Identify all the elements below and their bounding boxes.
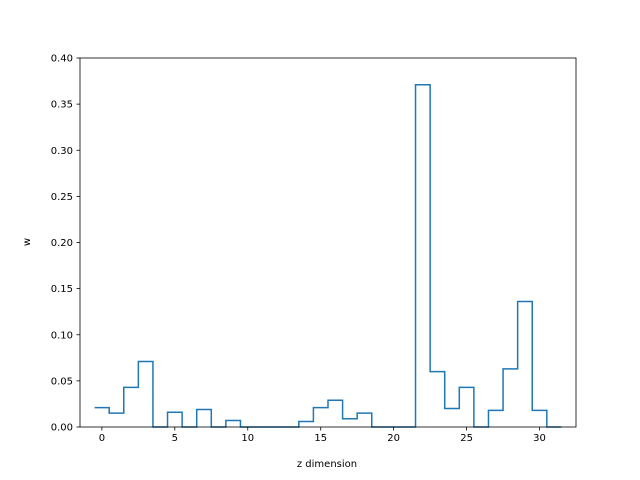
x-tick-label: 20: [387, 433, 400, 444]
y-tick-label: 0.15: [51, 284, 73, 295]
x-tick-label: 30: [533, 433, 546, 444]
x-tick-label: 15: [314, 433, 327, 444]
plot-area: [94, 84, 562, 428]
y-axis-label: w: [22, 238, 33, 246]
y-tick-label: 0.35: [51, 100, 73, 111]
y-tick-label: 0.20: [51, 238, 73, 249]
y-tick-label: 0.25: [51, 192, 73, 203]
y-tick-label: 0.30: [51, 146, 73, 157]
series-step-line: [94, 84, 562, 428]
y-tick-label: 0.10: [51, 330, 73, 341]
x-tick-label: 25: [460, 433, 473, 444]
x-tick-label: 10: [241, 433, 254, 444]
y-tick-label: 0.00: [51, 423, 73, 434]
x-tick-label: 0: [99, 433, 105, 444]
y-tick-label: 0.40: [51, 54, 73, 65]
y-tick-label: 0.05: [51, 376, 73, 387]
x-tick-label: 5: [172, 433, 178, 444]
axes: 0 5 10 15 20 25 30 0.00 0.05 0.10 0.15 0.20 0.25 0.30…: [51, 54, 577, 444]
x-axis-label: z dimension: [297, 459, 357, 470]
